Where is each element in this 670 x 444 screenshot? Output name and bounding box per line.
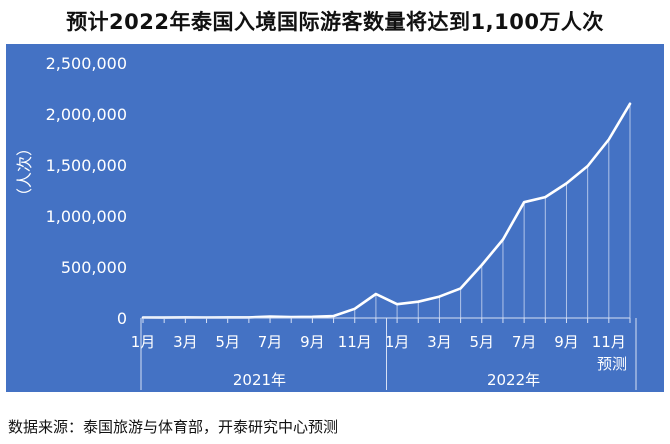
series-line [141,102,632,319]
x-tick-label: 11月 [338,333,372,351]
year-label: 2022年 [487,371,540,389]
y-axis: 0 500,000 1,000,000 1,500,000 2,000,000 2,500… [46,54,127,328]
y-tick-label: 2,500,000 [46,54,127,73]
y-tick-label: 1,000,000 [46,207,127,226]
y-tick-label: 0 [117,309,127,328]
x-tick-label: 11月 [592,333,626,351]
x-tick-label: 9月 [300,333,325,351]
x-tick-label: 9月 [554,333,579,351]
x-tick-label: 1月 [385,333,410,351]
y-tick-label: 1,500,000 [46,156,127,175]
x-tick-label: 3月 [427,333,452,351]
y-tick-label: 2,000,000 [46,105,127,124]
forecast-label: 预测 [597,355,627,373]
plot-background [6,44,664,392]
x-tick-label: 5月 [215,333,240,351]
x-tick-label: 1月 [131,333,156,351]
x-tick-label: 7月 [258,333,283,351]
x-axis-ticks: 1月 3月 5月 7月 9月 11月 1月 3月 5月 7月 9月 11月 [131,318,631,351]
x-tick-label: 7月 [512,333,537,351]
source-note: 数据来源：泰国旅游与体育部，开泰研究中心预测 [8,418,339,436]
y-tick-label: 500,000 [61,258,127,277]
chart-title: 预计2022年泰国入境国际游客数量将达到1,100万人次 [66,10,604,34]
x-tick-label: 3月 [173,333,198,351]
y-axis-label: （人次） [15,140,34,204]
year-axis: 2021年 2022年 [140,318,637,390]
year-label: 2021年 [233,371,286,389]
x-tick-label: 5月 [470,333,495,351]
